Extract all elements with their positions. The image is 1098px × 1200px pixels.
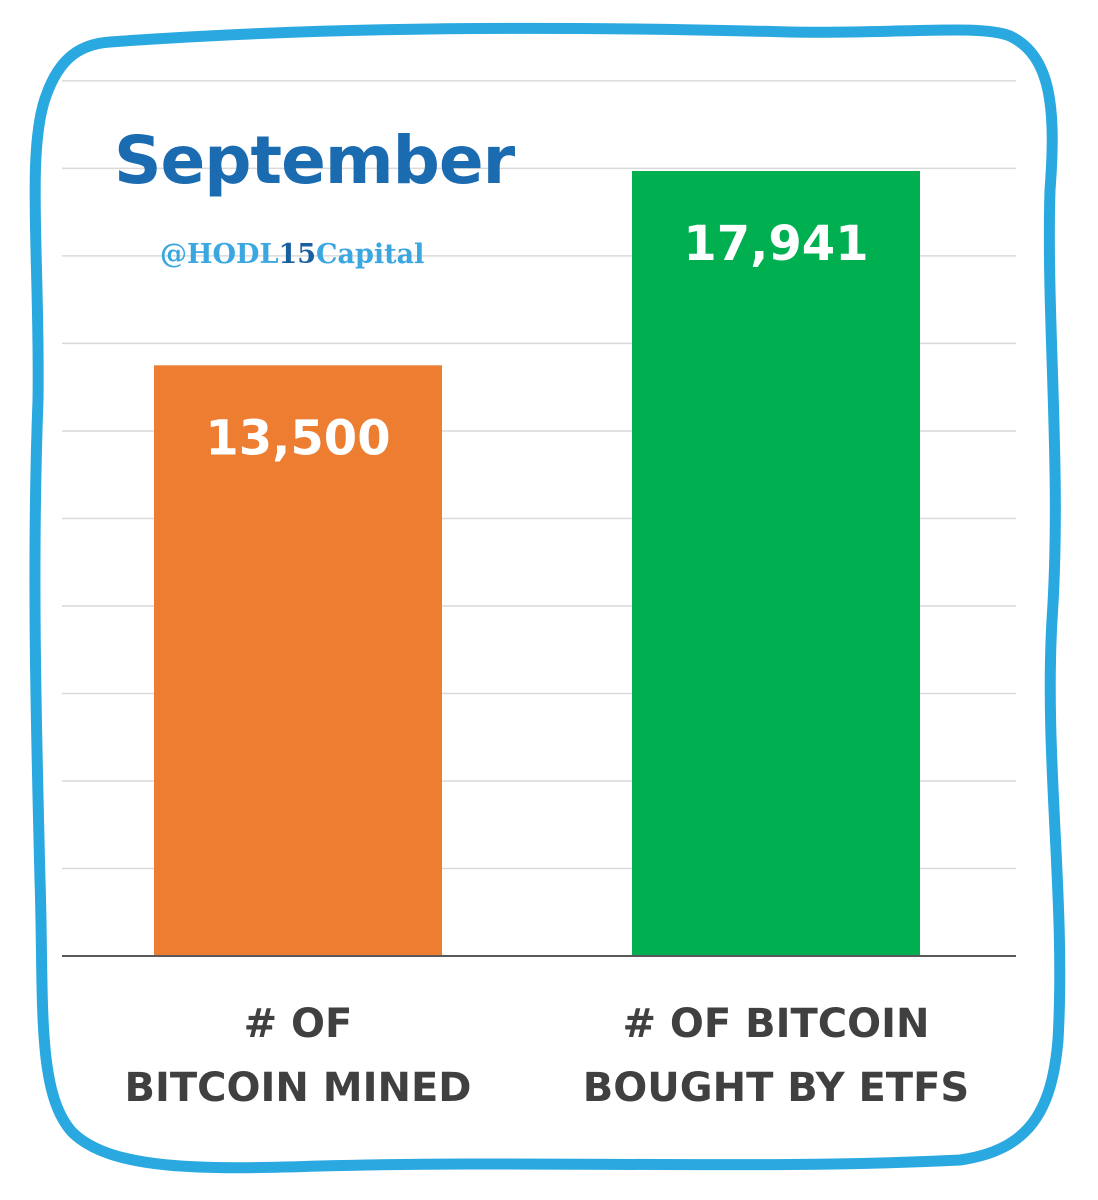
frame-outline xyxy=(29,22,1066,1174)
bar-2 xyxy=(632,171,920,956)
bars xyxy=(154,171,920,957)
watermark-prefix: @HODL xyxy=(160,239,279,270)
category-label-2-line-1: # OF BITCOIN xyxy=(622,1001,929,1047)
watermark: @HODL15Capital xyxy=(160,241,424,268)
bar-1 xyxy=(154,365,442,957)
watermark-suffix: Capital xyxy=(316,239,425,270)
category-label-1-line-2: BITCOIN MINED xyxy=(125,1065,472,1111)
category-label-2-line-2: BOUGHT BY ETFS xyxy=(583,1065,969,1111)
watermark-number: 15 xyxy=(278,239,317,270)
value-label-2: 17,941 xyxy=(683,216,868,272)
chart-title: September xyxy=(114,122,515,199)
category-label-1-line-1: # OF xyxy=(244,1001,353,1047)
labels: 13,500 # OF BITCOIN MINED 17,941 # OF BITCOI… xyxy=(125,216,970,1111)
value-label-1: 13,500 xyxy=(205,410,390,466)
